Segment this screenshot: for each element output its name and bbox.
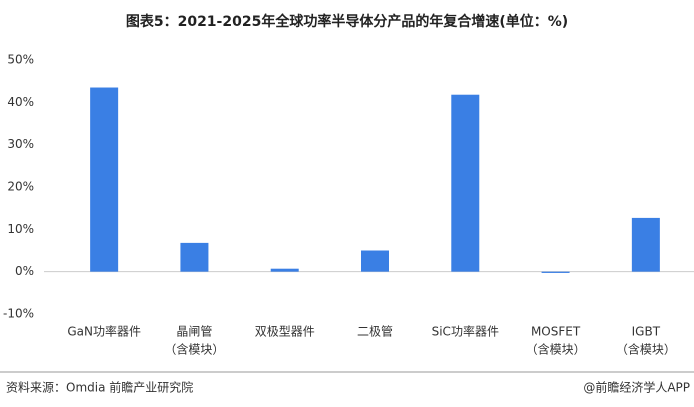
bar: [541, 271, 570, 273]
y-tick-label: 50%: [7, 53, 34, 67]
credit: @前瞻经济学人APP: [583, 380, 690, 395]
y-tick-label: 30%: [7, 137, 34, 151]
x-tick-label: GaN功率器件: [67, 324, 141, 339]
bar: [90, 87, 119, 272]
bar: [270, 268, 299, 272]
x-tick-label: SiC功率器件: [432, 324, 499, 339]
bar: [180, 242, 209, 272]
x-tick-label: IGBT: [632, 325, 661, 339]
chart-title: 图表5：2021-2025年全球功率半导体分产品的年复合增速(单位：%): [126, 13, 568, 30]
x-tick-label: 双极型器件: [255, 325, 315, 339]
source: 资料来源：Omdia 前瞻产业研究院: [6, 380, 193, 395]
y-tick-label: -10%: [3, 307, 34, 321]
x-tick-label: 二极管: [357, 324, 393, 339]
x-tick-label: 晶闸管: [176, 324, 212, 339]
y-tick-label: 20%: [7, 180, 34, 194]
bar: [451, 94, 480, 272]
x-tick-label: （含模块）: [616, 342, 676, 357]
y-tick-label: 10%: [7, 222, 34, 236]
bar: [361, 250, 389, 272]
x-tick-label: （含模块）: [164, 342, 224, 357]
x-tick-label: （含模块）: [526, 342, 586, 357]
y-tick-label: 0%: [15, 264, 34, 278]
y-tick-label: 40%: [7, 95, 34, 109]
bar: [631, 217, 660, 272]
x-tick-label: MOSFET: [531, 325, 581, 339]
